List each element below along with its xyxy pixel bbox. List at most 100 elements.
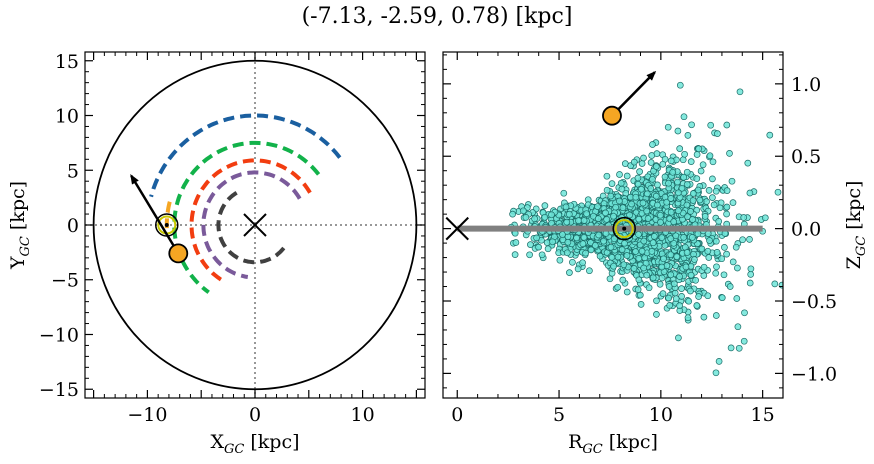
scatter-point <box>659 290 667 297</box>
scatter-point <box>531 215 538 223</box>
scatter-point <box>541 213 549 221</box>
right-y-axis-label: ZGC [kpc] <box>843 181 869 270</box>
scatter-point <box>621 239 628 247</box>
scatter-point <box>680 173 688 181</box>
arm-arc-6 <box>216 191 289 265</box>
right-x-tick-label: 15 <box>751 404 775 426</box>
scatter-point <box>715 218 723 225</box>
scatter-point <box>713 263 720 271</box>
scatter-point <box>716 204 724 212</box>
scatter-point <box>654 181 661 189</box>
scatter-point <box>683 181 691 188</box>
scatter-point <box>564 238 572 246</box>
scatter-point <box>723 250 730 258</box>
right-x-tick-label: 5 <box>553 404 565 426</box>
scatter-point <box>681 150 688 158</box>
scatter-point <box>740 214 748 221</box>
scatter-point <box>616 171 623 178</box>
right-panel: 0 5 10 15 −1.0 −0.5 0.0 0.5 1.0 RGC [kpc] ZGC [k… <box>442 51 869 457</box>
scatter-point <box>658 274 666 282</box>
scatter-point <box>706 152 714 160</box>
scatter-point <box>512 239 520 246</box>
scatter-point <box>667 208 675 216</box>
arm-arc-1 <box>149 113 342 198</box>
scatter-point <box>630 158 638 166</box>
scatter-point <box>541 202 549 209</box>
scatter-point <box>688 234 696 241</box>
scatter-point <box>649 141 656 148</box>
scatter-point <box>698 245 706 253</box>
scatter-point <box>636 168 643 175</box>
scatter-point <box>734 323 742 331</box>
right-target-marker <box>602 105 622 126</box>
scatter-point <box>693 151 701 158</box>
scatter-point <box>638 185 645 193</box>
scatter-point <box>675 207 682 215</box>
right-y-tick-label: 0.0 <box>791 219 821 241</box>
scatter-point <box>657 211 664 219</box>
scatter-point <box>580 217 588 224</box>
scatter-point <box>723 203 731 211</box>
scatter-point <box>548 211 555 219</box>
scatter-point <box>649 239 657 247</box>
left-y-axis-label: YGC [kpc] <box>7 181 33 270</box>
scatter-point <box>587 246 595 254</box>
scatter-point <box>710 201 718 209</box>
scatter-point <box>511 251 519 258</box>
scatter-point <box>638 160 646 167</box>
figure-title: (-7.13, -2.59, 0.78) [kpc] <box>301 4 573 29</box>
scatter-point <box>644 215 652 222</box>
scatter-point <box>650 233 658 240</box>
scatter-point <box>653 297 660 305</box>
scatter-point <box>726 150 733 157</box>
scatter-point <box>527 241 534 248</box>
scatter-point <box>574 265 582 273</box>
scatter-point <box>697 167 705 175</box>
scatter-point <box>569 258 576 266</box>
scatter-point <box>733 295 741 302</box>
scatter-point <box>685 297 693 305</box>
scatter-point <box>573 234 580 242</box>
scatter-point <box>713 249 721 256</box>
boundary-circle <box>92 59 418 391</box>
scatter-point <box>670 218 678 226</box>
scatter-point <box>635 215 643 223</box>
left-target-marker <box>168 243 189 264</box>
scatter-point <box>723 121 731 129</box>
scatter-point <box>643 207 651 215</box>
scatter-point <box>679 156 687 164</box>
scatter-point <box>691 256 698 263</box>
scatter-point <box>623 252 631 259</box>
right-y-tick-label: 1.0 <box>791 74 821 96</box>
scatter-point <box>586 267 593 275</box>
scatter-point <box>565 210 573 218</box>
scatter-point <box>712 369 720 377</box>
scatter-point <box>583 210 590 218</box>
scatter-point <box>618 246 626 253</box>
right-x-axis-label: RGC [kpc] <box>568 431 658 457</box>
scatter-point <box>675 334 682 342</box>
scatter-point <box>591 242 599 249</box>
right-y-tick-label: −1.0 <box>791 363 837 385</box>
scatter-point <box>674 127 682 135</box>
scatter-point <box>727 344 735 352</box>
scatter-point <box>634 174 642 182</box>
scatter-point <box>580 234 588 241</box>
scatter-point <box>657 218 664 226</box>
scatter-point <box>734 264 741 272</box>
scatter-point <box>661 173 669 181</box>
scatter-point <box>667 157 675 165</box>
scatter-point <box>746 189 754 197</box>
scatter-point <box>714 130 721 137</box>
scatter-point <box>689 190 697 197</box>
right-galactic-center-marker <box>445 216 469 241</box>
scatter-point <box>603 186 611 194</box>
scatter-point <box>643 190 651 198</box>
scatter-point <box>669 168 677 176</box>
scatter-point <box>699 161 707 169</box>
left-x-tick-label: 10 <box>351 404 375 426</box>
scatter-point <box>774 188 782 196</box>
left-y-tick-label: 10 <box>55 106 79 128</box>
scatter-point <box>620 261 628 269</box>
